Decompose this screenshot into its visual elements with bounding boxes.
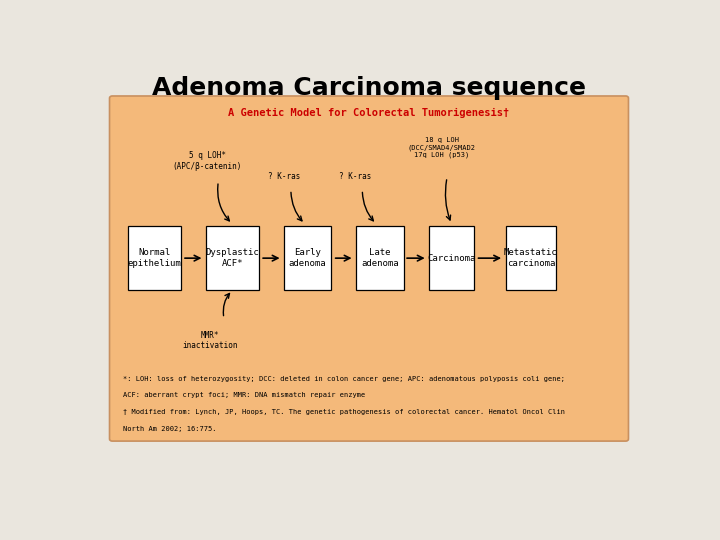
Text: MMR*
inactivation: MMR* inactivation xyxy=(182,331,238,350)
Text: Dysplastic
ACF*: Dysplastic ACF* xyxy=(205,248,259,268)
Text: *: LOH: loss of heterozygosity; DCC: deleted in colon cancer gene; APC: adenomat: *: LOH: loss of heterozygosity; DCC: del… xyxy=(124,376,565,382)
FancyBboxPatch shape xyxy=(505,226,556,291)
Text: Adenoma Carcinoma sequence: Adenoma Carcinoma sequence xyxy=(152,76,586,100)
Text: Late
adenoma: Late adenoma xyxy=(361,248,399,268)
Text: 18 q LOH
(DCC/SMAD4/SMAD2
17q LOH (p53): 18 q LOH (DCC/SMAD4/SMAD2 17q LOH (p53) xyxy=(408,137,475,158)
Text: † Modified from: Lynch, JP, Hoops, TC. The genetic pathogenesis of colorectal ca: † Modified from: Lynch, JP, Hoops, TC. T… xyxy=(124,409,565,415)
Text: Carcinoma: Carcinoma xyxy=(428,254,476,262)
Text: ? K-ras: ? K-ras xyxy=(268,172,300,181)
Text: 5 q LOH*
(APC/β-catenin): 5 q LOH* (APC/β-catenin) xyxy=(173,151,242,171)
Text: Normal
epithelium: Normal epithelium xyxy=(127,248,181,268)
FancyBboxPatch shape xyxy=(206,226,258,291)
Text: ? K-ras: ? K-ras xyxy=(339,172,372,181)
FancyBboxPatch shape xyxy=(356,226,404,291)
FancyBboxPatch shape xyxy=(284,226,331,291)
FancyBboxPatch shape xyxy=(127,226,181,291)
Text: ACF: aberrant crypt foci; MMR: DNA mismatch repair enzyme: ACF: aberrant crypt foci; MMR: DNA misma… xyxy=(124,393,366,399)
Text: Early
adenoma: Early adenoma xyxy=(289,248,326,268)
FancyBboxPatch shape xyxy=(428,226,474,291)
FancyBboxPatch shape xyxy=(109,96,629,441)
Text: North Am 2002; 16:775.: North Am 2002; 16:775. xyxy=(124,426,217,431)
Text: A Genetic Model for Colorectal Tumorigenesis†: A Genetic Model for Colorectal Tumorigen… xyxy=(228,107,510,118)
Text: Metastatic
carcinoma: Metastatic carcinoma xyxy=(504,248,558,268)
